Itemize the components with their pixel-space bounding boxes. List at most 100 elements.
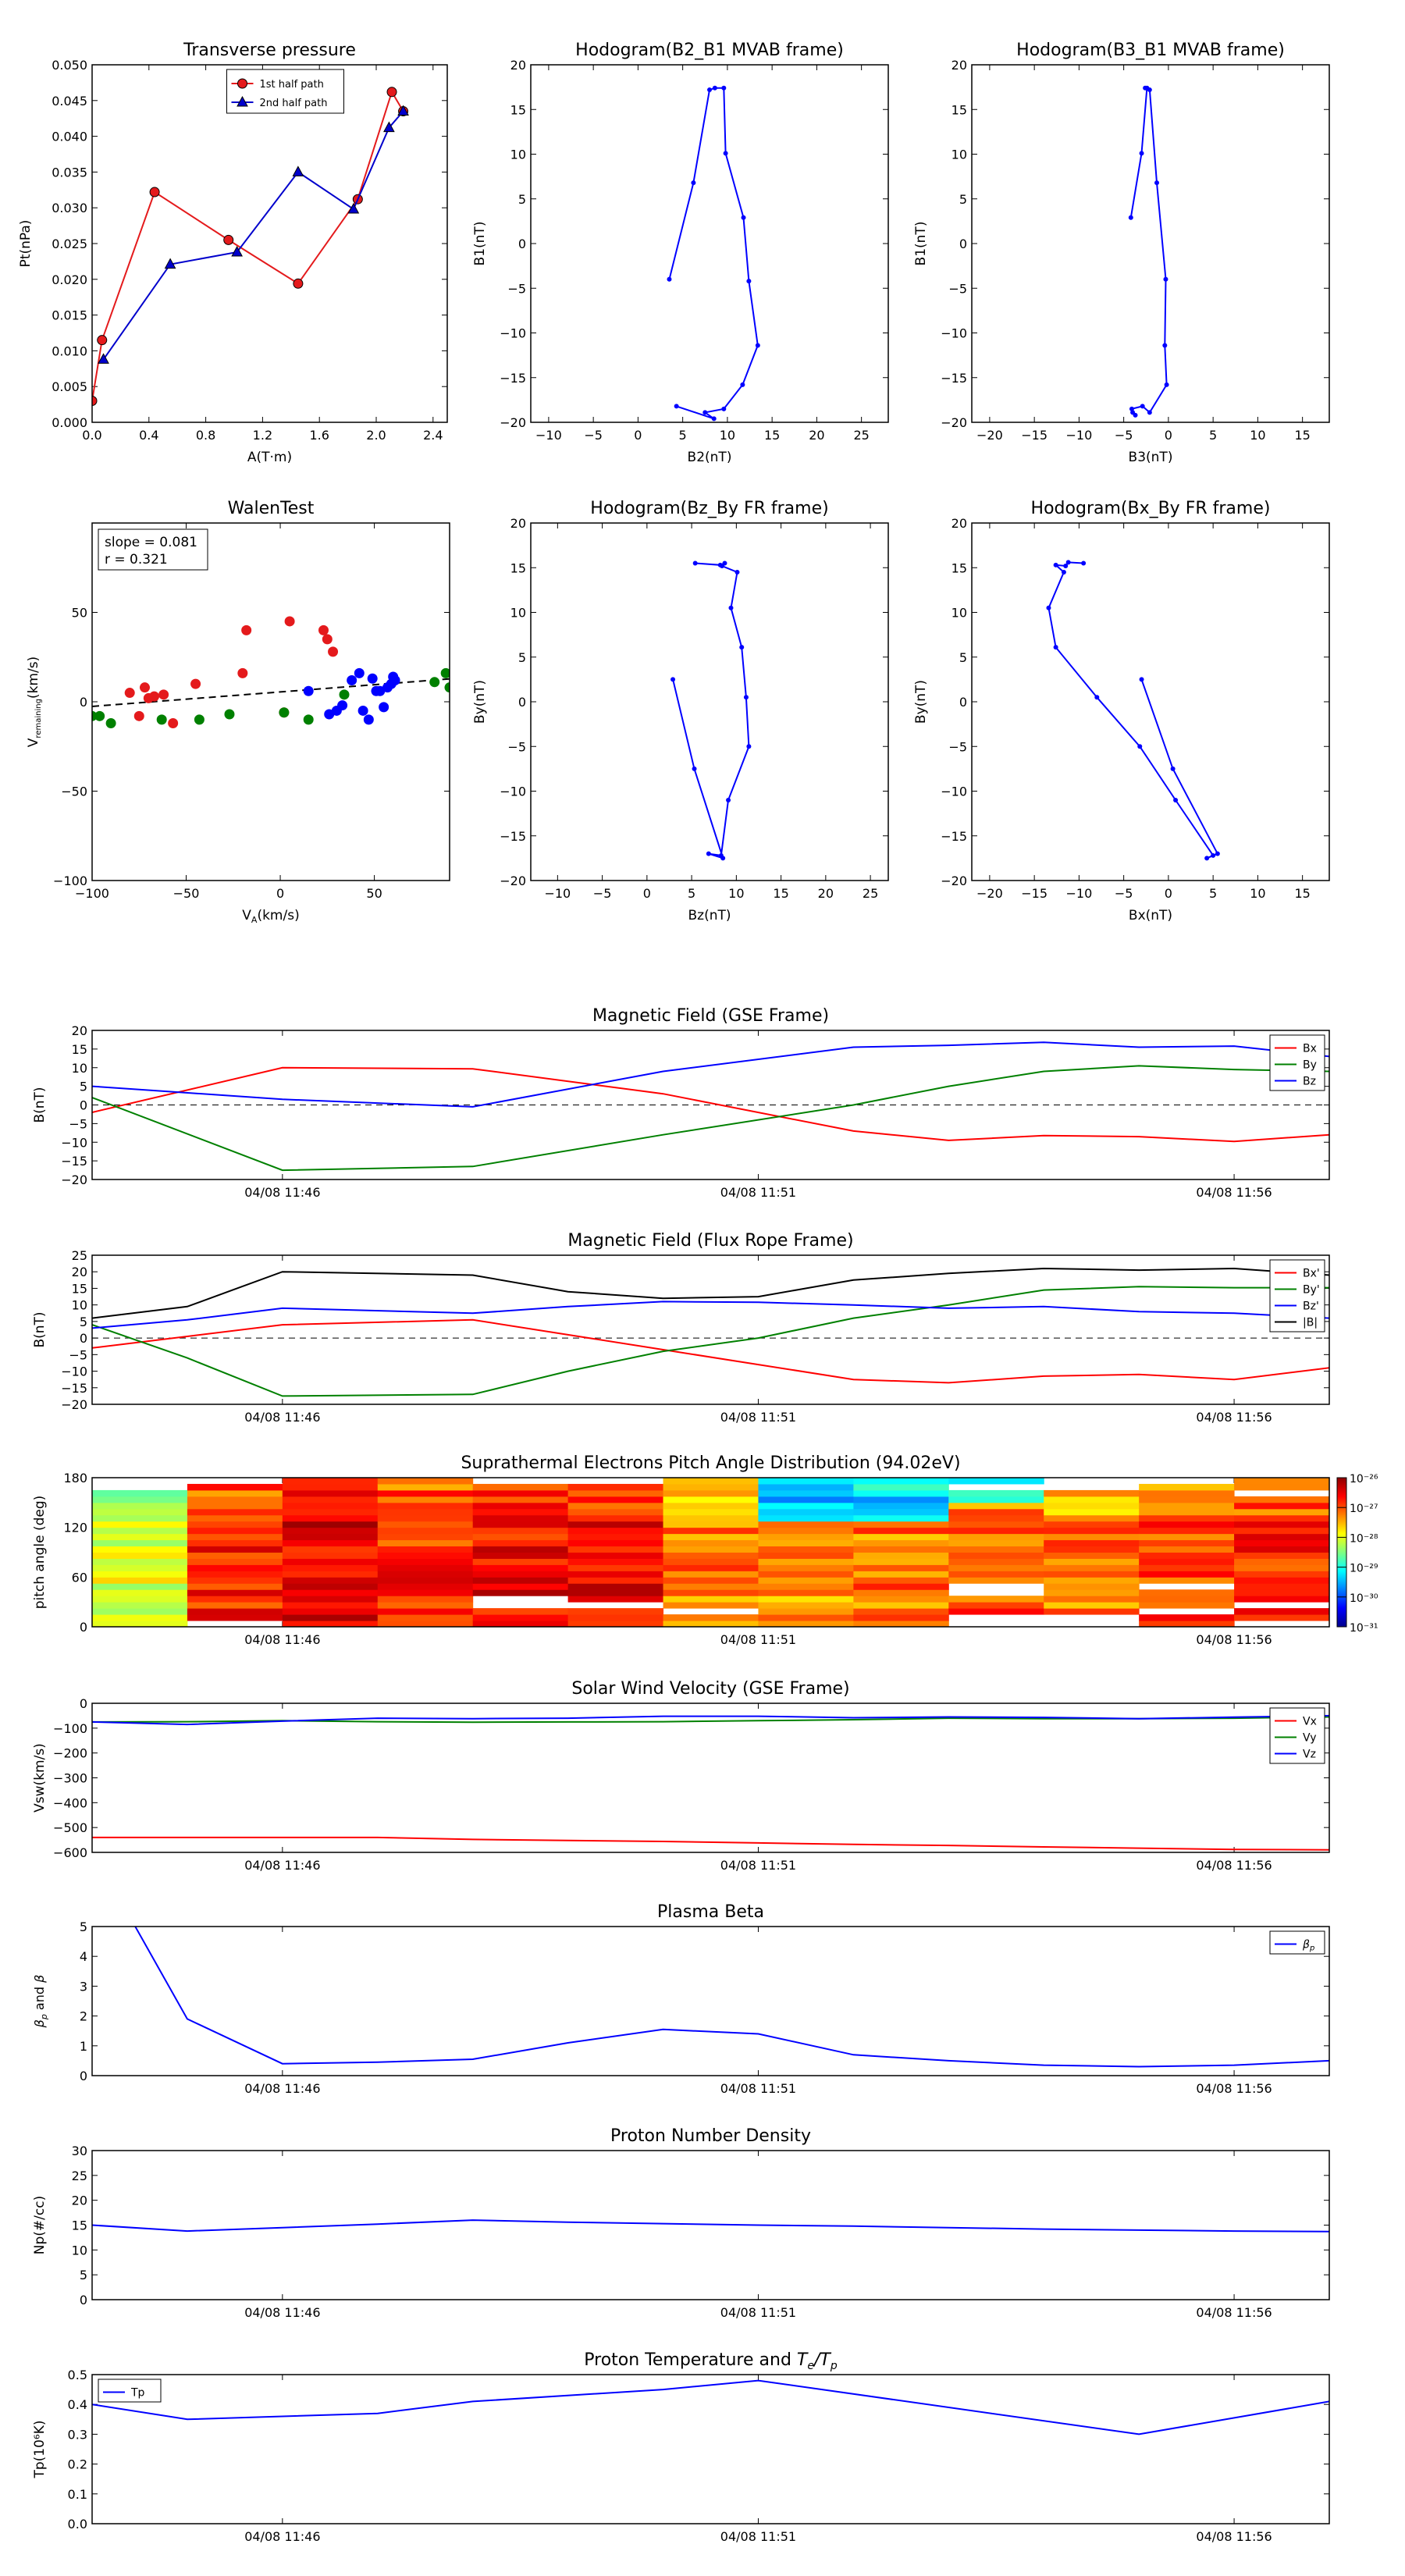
- pad-heatmap-cell: [377, 1589, 474, 1596]
- np-xtick-label: 04/08 11:51: [720, 2305, 796, 2320]
- pad-heatmap-cell: [567, 1608, 664, 1615]
- h4-ytick-label: 5: [959, 650, 967, 665]
- tpr-frame: [91, 2374, 1330, 2524]
- pad-heatmap-cell: [377, 1614, 474, 1621]
- h3-xtick-label: 20: [818, 886, 834, 901]
- pad-heatmap-cell: [853, 1496, 949, 1503]
- pad-heatmap-cell: [187, 1596, 283, 1603]
- h1-ytick-label: 20: [510, 58, 526, 73]
- beta-ytick-label: 3: [80, 1979, 87, 1994]
- pad-heatmap-cell: [853, 1514, 949, 1522]
- h1-frame: [530, 64, 889, 423]
- h3-ytick-label: 20: [510, 516, 526, 531]
- walen-point: [440, 667, 450, 678]
- beta-ytick-label: 5: [80, 1920, 87, 1934]
- pad-heatmap-cell: [1139, 1502, 1235, 1510]
- walen-point: [241, 624, 252, 635]
- pad-heatmap-cell: [1234, 1596, 1329, 1603]
- pad-heatmap-cell: [377, 1483, 474, 1491]
- pad-heatmap-cell: [377, 1502, 474, 1510]
- walen-point: [190, 678, 201, 689]
- pad-title: Suprathermal Electrons Pitch Angle Distr…: [461, 1453, 960, 1473]
- pad-heatmap-cell: [1139, 1527, 1235, 1535]
- pad-colorbar-label: 10⁻³¹: [1350, 1622, 1378, 1635]
- vsw-ytick-label: −500: [53, 1820, 87, 1835]
- pad-heatmap-cell: [1139, 1489, 1235, 1497]
- pad-heatmap-cell: [92, 1552, 188, 1559]
- pad-heatmap-cell: [92, 1621, 188, 1627]
- pad-heatmap-cell: [853, 1552, 949, 1559]
- pad-colorbar-label: 10⁻²⁶: [1350, 1473, 1378, 1485]
- pad-heatmap-cell: [282, 1583, 379, 1590]
- h1-xlabel: B2(nT): [688, 450, 732, 465]
- pad-heatmap-cell: [1139, 1514, 1235, 1522]
- pad-heatmap-cell: [282, 1571, 379, 1578]
- tp-legend-label: 1st half path: [260, 79, 324, 91]
- tpr-ytick-label: 0.4: [68, 2397, 87, 2412]
- h3-series-0-line: [672, 562, 750, 859]
- tpr-xtick-label: 04/08 11:51: [720, 2529, 796, 2544]
- h2-ytick-label: 0: [959, 237, 967, 251]
- pad-heatmap-cell: [377, 1478, 474, 1485]
- bgse-ytick-label: 10: [72, 1061, 87, 1076]
- bgse-ylabel: B(nT): [32, 1087, 48, 1123]
- np-title: Proton Number Density: [610, 2126, 811, 2146]
- pad-heatmap-cell: [377, 1527, 474, 1535]
- vsw-ytick-label: 0: [80, 1696, 87, 1711]
- pad-heatmap-cell: [853, 1608, 949, 1615]
- bfr-title: Magnetic Field (Flux Rope Frame): [567, 1231, 853, 1251]
- pad-heatmap-cell: [853, 1478, 949, 1485]
- pad-heatmap-cell: [567, 1596, 664, 1603]
- walen-point: [318, 624, 329, 635]
- pad-heatmap-cell: [92, 1596, 188, 1603]
- pad-ytick-label: 60: [72, 1570, 87, 1585]
- h4-title: Hodogram(Bx_By FR frame): [1031, 499, 1271, 518]
- h4-series-0-line: [1048, 561, 1219, 859]
- pad-heatmap-cell: [282, 1539, 379, 1547]
- h1-title: Hodogram(B2_B1 MVAB frame): [575, 41, 844, 60]
- tp-point: [164, 258, 176, 269]
- pad-heatmap-cell: [1139, 1483, 1235, 1491]
- h3-xtick-label: 15: [773, 886, 788, 901]
- pad-heatmap-cell: [948, 1489, 1044, 1497]
- h2-point: [1163, 276, 1168, 282]
- pad-heatmap-cell: [567, 1589, 664, 1596]
- np-ylabel: Np(#/cc): [32, 2196, 48, 2254]
- pad-heatmap-cell: [1139, 1577, 1235, 1584]
- pad-heatmap-cell: [567, 1527, 664, 1535]
- bgse-frame: [91, 1030, 1330, 1180]
- tp-point: [149, 187, 160, 197]
- tp-plot-area: [92, 87, 409, 407]
- pad-heatmap-cell: [472, 1502, 569, 1510]
- h1-plot-area: [667, 85, 760, 422]
- h4-point: [1215, 851, 1220, 856]
- h4-ylabel: By(nT): [913, 680, 929, 724]
- pad-heatmap-cell: [187, 1558, 283, 1565]
- walen-point: [139, 682, 150, 693]
- pad-heatmap-cell: [187, 1508, 283, 1516]
- pad-heatmap-cell: [567, 1614, 664, 1621]
- bfr-legend-label: By': [1303, 1284, 1320, 1297]
- walen-annotation-r: r = 0.321: [105, 552, 168, 568]
- pad-heatmap-cell: [1234, 1546, 1329, 1553]
- tpr-legend-box: [98, 2379, 162, 2403]
- tp-xtick-label: 1.6: [309, 428, 329, 443]
- pad-heatmap-cell: [567, 1489, 664, 1497]
- pad-heatmap-cell: [1139, 1533, 1235, 1541]
- h1-point: [707, 87, 712, 93]
- pad-heatmap-cell: [758, 1583, 854, 1590]
- pad-heatmap-cell: [663, 1596, 759, 1603]
- pad-heatmap-cell: [948, 1521, 1044, 1528]
- tp-ytick-label: 0.025: [52, 237, 87, 251]
- np-series-0-line: [92, 2219, 1329, 2233]
- h2-ytick-label: 15: [951, 102, 967, 117]
- walen-point: [328, 646, 339, 657]
- beta-ytick-label: 4: [80, 1949, 87, 1964]
- bgse-ytick-label: −10: [61, 1135, 87, 1150]
- pad-heatmap-cell: [1234, 1533, 1329, 1541]
- bgse-series-Bx-line: [92, 1066, 1329, 1143]
- h1-point: [723, 151, 728, 156]
- pad-heatmap-cell: [472, 1546, 569, 1553]
- h2-ytick-label: −15: [941, 371, 967, 386]
- pad-heatmap-cell: [663, 1564, 759, 1571]
